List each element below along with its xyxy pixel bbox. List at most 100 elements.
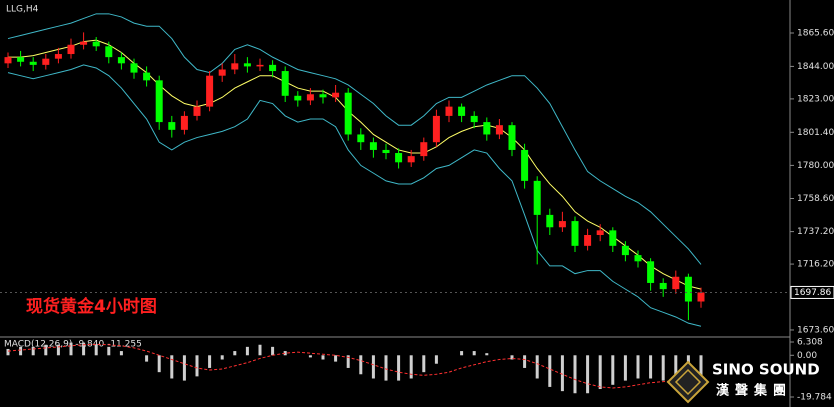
macd-bar	[19, 346, 23, 356]
candle-body	[54, 54, 62, 59]
macd-bar	[334, 355, 338, 362]
candle-body	[206, 75, 214, 107]
macd-bar	[145, 355, 149, 362]
y-tick-label: 1823.00	[797, 94, 834, 104]
candle-body	[672, 276, 680, 290]
macd-bar	[220, 355, 224, 360]
y-tick-label: 1673.60	[797, 325, 834, 335]
macd-bar	[6, 348, 10, 356]
candle-body	[357, 134, 365, 143]
candle-body	[521, 149, 529, 181]
macd-bar	[321, 355, 325, 360]
macd-bar	[535, 355, 539, 379]
candle-body	[168, 122, 176, 130]
logo-name: SINO SOUND	[712, 361, 820, 379]
candle-body	[294, 95, 302, 101]
candle-body	[445, 106, 453, 116]
candle-body	[546, 214, 554, 228]
candle-body	[306, 94, 314, 101]
candle-body	[17, 57, 25, 62]
candle-body	[382, 149, 390, 154]
macd-bar	[422, 355, 426, 373]
macd-bar	[233, 351, 237, 356]
candle-body	[180, 115, 188, 130]
candle-body	[634, 255, 642, 262]
macd-bar	[69, 342, 73, 356]
macd-bar	[611, 355, 615, 385]
candle-body	[432, 115, 440, 143]
candle-body	[420, 142, 428, 157]
candle-body	[231, 63, 239, 70]
line	[7, 64, 702, 327]
candle-body	[42, 58, 50, 65]
y-tick-label: 1758.60	[797, 194, 834, 204]
candle-body	[558, 221, 566, 228]
candle-body	[80, 41, 88, 45]
candle-body	[697, 292, 705, 302]
macd-bar	[119, 351, 123, 356]
y-tick-label: 1801.40	[797, 128, 834, 138]
macd-title: MACD(12,26,9) -9.840 -11.255	[4, 340, 142, 350]
candle-body	[508, 125, 516, 150]
candle-body	[609, 230, 617, 246]
macd-bar	[271, 346, 275, 356]
macd-bar	[472, 351, 476, 356]
macd-bar	[245, 346, 249, 356]
y-tick-label: 1844.00	[797, 62, 834, 72]
macd-bar	[208, 355, 212, 368]
macd-bar	[346, 355, 350, 368]
logo: SINO SOUND 漢聲集團	[666, 360, 820, 404]
macd-bar	[397, 355, 401, 381]
candle-body	[533, 180, 541, 215]
candle-body	[130, 63, 138, 73]
macd-bar	[31, 346, 35, 356]
candle-body	[67, 44, 75, 55]
macd-bar	[82, 342, 86, 356]
macd-bar	[460, 351, 464, 356]
logo-icon	[666, 360, 710, 404]
candle-body	[243, 63, 251, 67]
macd-bar	[157, 355, 161, 373]
y-tick-label: 6.308	[797, 337, 823, 347]
line	[8, 39, 702, 290]
y-tick-label: 1780.00	[797, 161, 834, 171]
y-tick-label: 1865.60	[797, 29, 834, 39]
macd-bar	[409, 355, 413, 379]
candle-body	[647, 261, 655, 283]
macd-bar	[44, 344, 48, 356]
y-tick-label: 1716.20	[797, 260, 834, 270]
macd-bar	[371, 355, 375, 379]
macd-bar	[649, 355, 653, 379]
logo-subtitle: 漢聲集團	[716, 383, 792, 399]
macd-bar	[258, 344, 262, 356]
macd-bar	[283, 351, 287, 356]
candle-body	[319, 94, 327, 98]
candle-body	[105, 46, 113, 58]
macd-bar	[170, 355, 174, 379]
y-tick-label: 0.00	[797, 351, 817, 361]
candle-body	[281, 71, 289, 96]
candle-body	[596, 230, 604, 236]
candle-body	[92, 41, 100, 47]
macd-bar	[195, 355, 199, 377]
macd-bar	[434, 355, 438, 364]
candle-body	[684, 276, 692, 302]
candle-body	[395, 153, 403, 163]
candle-body	[332, 92, 340, 98]
y-tick-label: 1737.20	[797, 227, 834, 237]
last-price-box	[790, 285, 834, 299]
macd-bar	[308, 355, 312, 358]
macd-bar	[598, 355, 602, 390]
candle-body	[155, 80, 163, 123]
candle-body	[483, 122, 491, 135]
macd-bar	[674, 355, 678, 379]
macd-bar	[94, 344, 98, 356]
candle-body	[193, 106, 201, 116]
macd-bar	[485, 353, 489, 356]
candle-body	[495, 125, 503, 135]
macd-bar	[699, 355, 703, 377]
candle-body	[458, 106, 466, 116]
candle-body	[269, 64, 277, 72]
